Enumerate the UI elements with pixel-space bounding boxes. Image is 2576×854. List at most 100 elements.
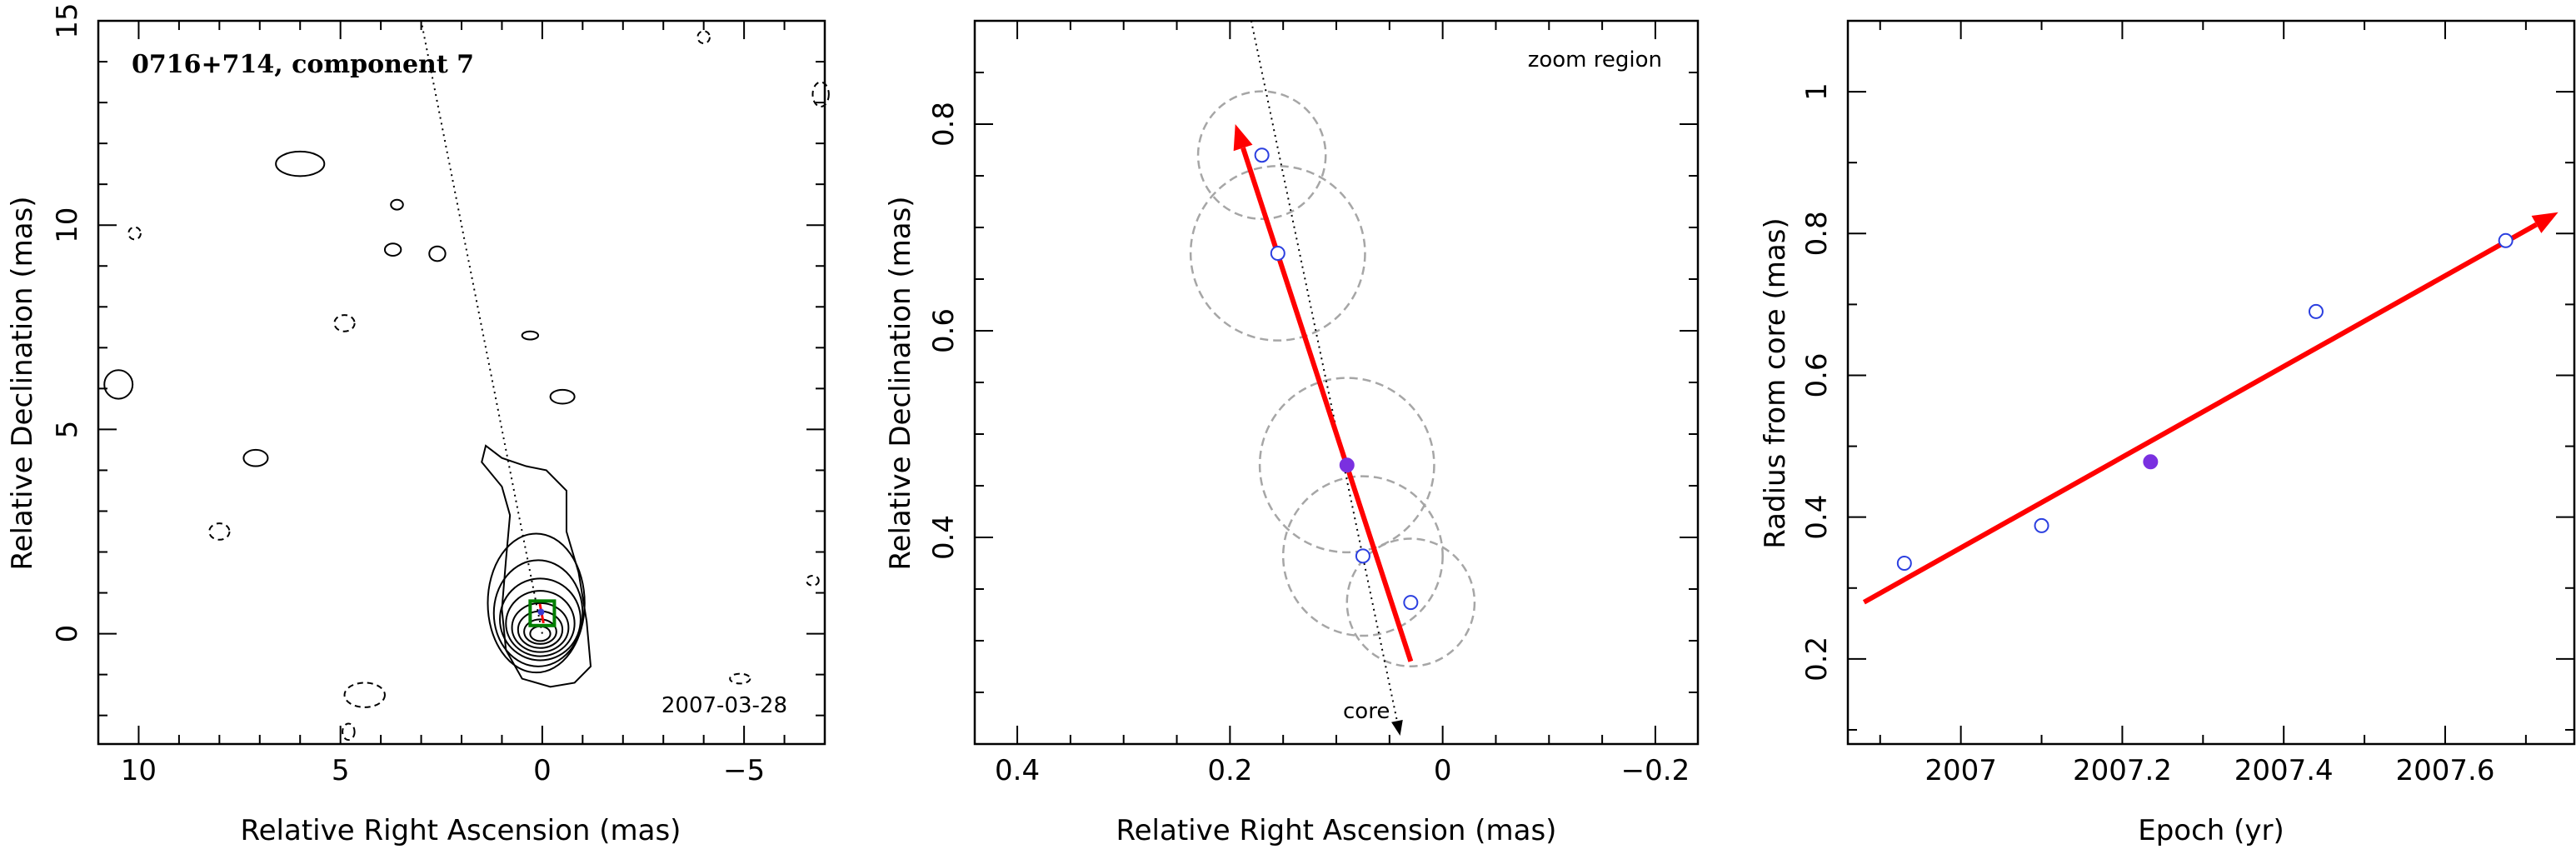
fit-arrow-line [1241,147,1414,662]
y-axis-title: Radius from core (mas) [1759,217,1792,548]
plot-frame [973,19,1700,746]
x-tick-label: 0.2 [1207,754,1252,787]
y-tick-label: 0.4 [927,515,961,560]
data-point [1896,556,1912,571]
x-tick-label: 0 [1434,754,1452,787]
uncertainty-circle [1345,537,1476,667]
data-points [1254,147,1419,611]
contour-island [390,198,404,211]
y-axis-title: Relative Declination (mas) [884,196,917,570]
negative-contour [127,226,142,241]
y-axis-title: Relative Declination (mas) [6,196,39,570]
data-point [2498,232,2514,248]
contour-level [487,532,586,674]
y-tick-label: 10 [51,207,84,243]
negative-contour [729,672,751,685]
contour-islands [103,30,830,742]
plot-frame [97,19,826,746]
data-point [1403,595,1419,611]
x-axis-title: Epoch (yr) [2138,814,2284,847]
y-tick-label: 0.6 [1800,352,1834,397]
point-mini [537,608,545,616]
x-tick-label: 5 [332,754,350,787]
y-tick-label: 0 [51,625,84,643]
negative-contour [696,30,711,44]
y-tick-label: 0.8 [927,102,961,147]
contour-island [549,388,576,405]
data-point-filled [2143,454,2159,470]
negative-contour [208,522,231,541]
zoom-box-content [537,603,545,624]
data-point [2034,517,2049,533]
jet-axis-line [1250,20,1398,722]
axis-ticks [975,21,1698,744]
y-tick-label: 0.8 [1800,211,1834,256]
negative-contour [342,722,356,742]
data-point [1270,246,1286,261]
core-label: core [1343,699,1390,724]
fit-arrow-line [1862,222,2538,605]
y-tick-label: 0.2 [1800,637,1834,682]
x-tick-labels: 10 5 0 −5 [121,754,765,787]
y-tick-label: 1 [1800,82,1834,101]
x-axis-title: Relative Right Ascension (mas) [241,814,681,847]
x-tick-labels: 2007 2007.2 2007.4 2007.6 [1925,754,2494,787]
contour-level [492,559,584,667]
uncertainty-circles [1189,90,1476,667]
fit-arrowhead [1233,124,1253,152]
x-axis-title: Relative Right Ascension (mas) [1116,814,1557,847]
x-tick-labels: 0.4 0.2 0 −0.2 [995,754,1690,787]
y-tick-label: 15 [51,2,84,38]
x-tick-label: 0.4 [995,754,1040,787]
uncertainty-circle [1189,165,1366,342]
y-tick-labels: 0 5 10 15 [51,2,84,642]
x-tick-label: 10 [121,754,157,787]
uncertainty-circle [1281,475,1444,637]
y-tick-labels: 0.2 0.4 0.6 0.8 1 [1800,82,1834,682]
y-tick-labels: 0.4 0.6 0.8 [927,102,961,560]
contour-level [523,618,557,645]
axis-ticks [98,20,825,744]
contour-panel: 0716+714, component 7 2007-03-28 10 5 0 −5 … [6,2,830,847]
contour-island [521,330,540,341]
y-tick-label: 0.4 [1800,495,1834,540]
contour-level [499,577,582,662]
contour-level [529,625,552,642]
radius-epoch-panel: 2007 2007.2 2007.4 2007.6 0.2 0.4 0.6 0.8 1 Epo… [1759,19,2576,847]
fit-arrowhead [2531,212,2559,233]
zoom-box [528,599,557,627]
negative-contour [333,314,356,332]
axis-ticks [1848,21,2574,744]
data-point [1355,548,1370,564]
jet-axis-line [420,20,543,634]
zoom-panel: zoom region core 0.4 0.2 0 −0.2 0.4 0.6 0.8 R… [884,19,1700,847]
x-tick-label: −0.2 [1621,754,1690,787]
nested-contours [487,532,586,674]
negative-contour [806,574,820,587]
data-point [2308,303,2324,319]
data-point [1254,147,1270,163]
x-tick-label: 0 [533,754,552,787]
contour-level [505,590,576,657]
data-point-filled [1339,457,1355,473]
x-tick-label: 2007.6 [2395,754,2494,787]
panel-title: 0716+714, component 7 [132,50,474,79]
negative-contour [343,682,386,708]
uncertainty-circle [1258,377,1435,554]
contour-island [103,369,134,400]
uncertainty-circle [1196,90,1327,221]
x-tick-label: 2007 [1925,754,1997,787]
contour-level [511,602,570,653]
y-tick-label: 0.6 [927,308,961,353]
contour-island [383,242,402,257]
contour-island [275,150,326,177]
y-tick-label: 5 [51,421,84,439]
contour-island [428,245,447,262]
x-tick-label: −5 [723,754,765,787]
core-arrowhead [1391,719,1403,736]
contour-island [242,448,269,467]
x-tick-label: 2007.2 [2073,754,2172,787]
date-label: 2007-03-28 [661,693,787,718]
negative-contour [811,81,830,107]
